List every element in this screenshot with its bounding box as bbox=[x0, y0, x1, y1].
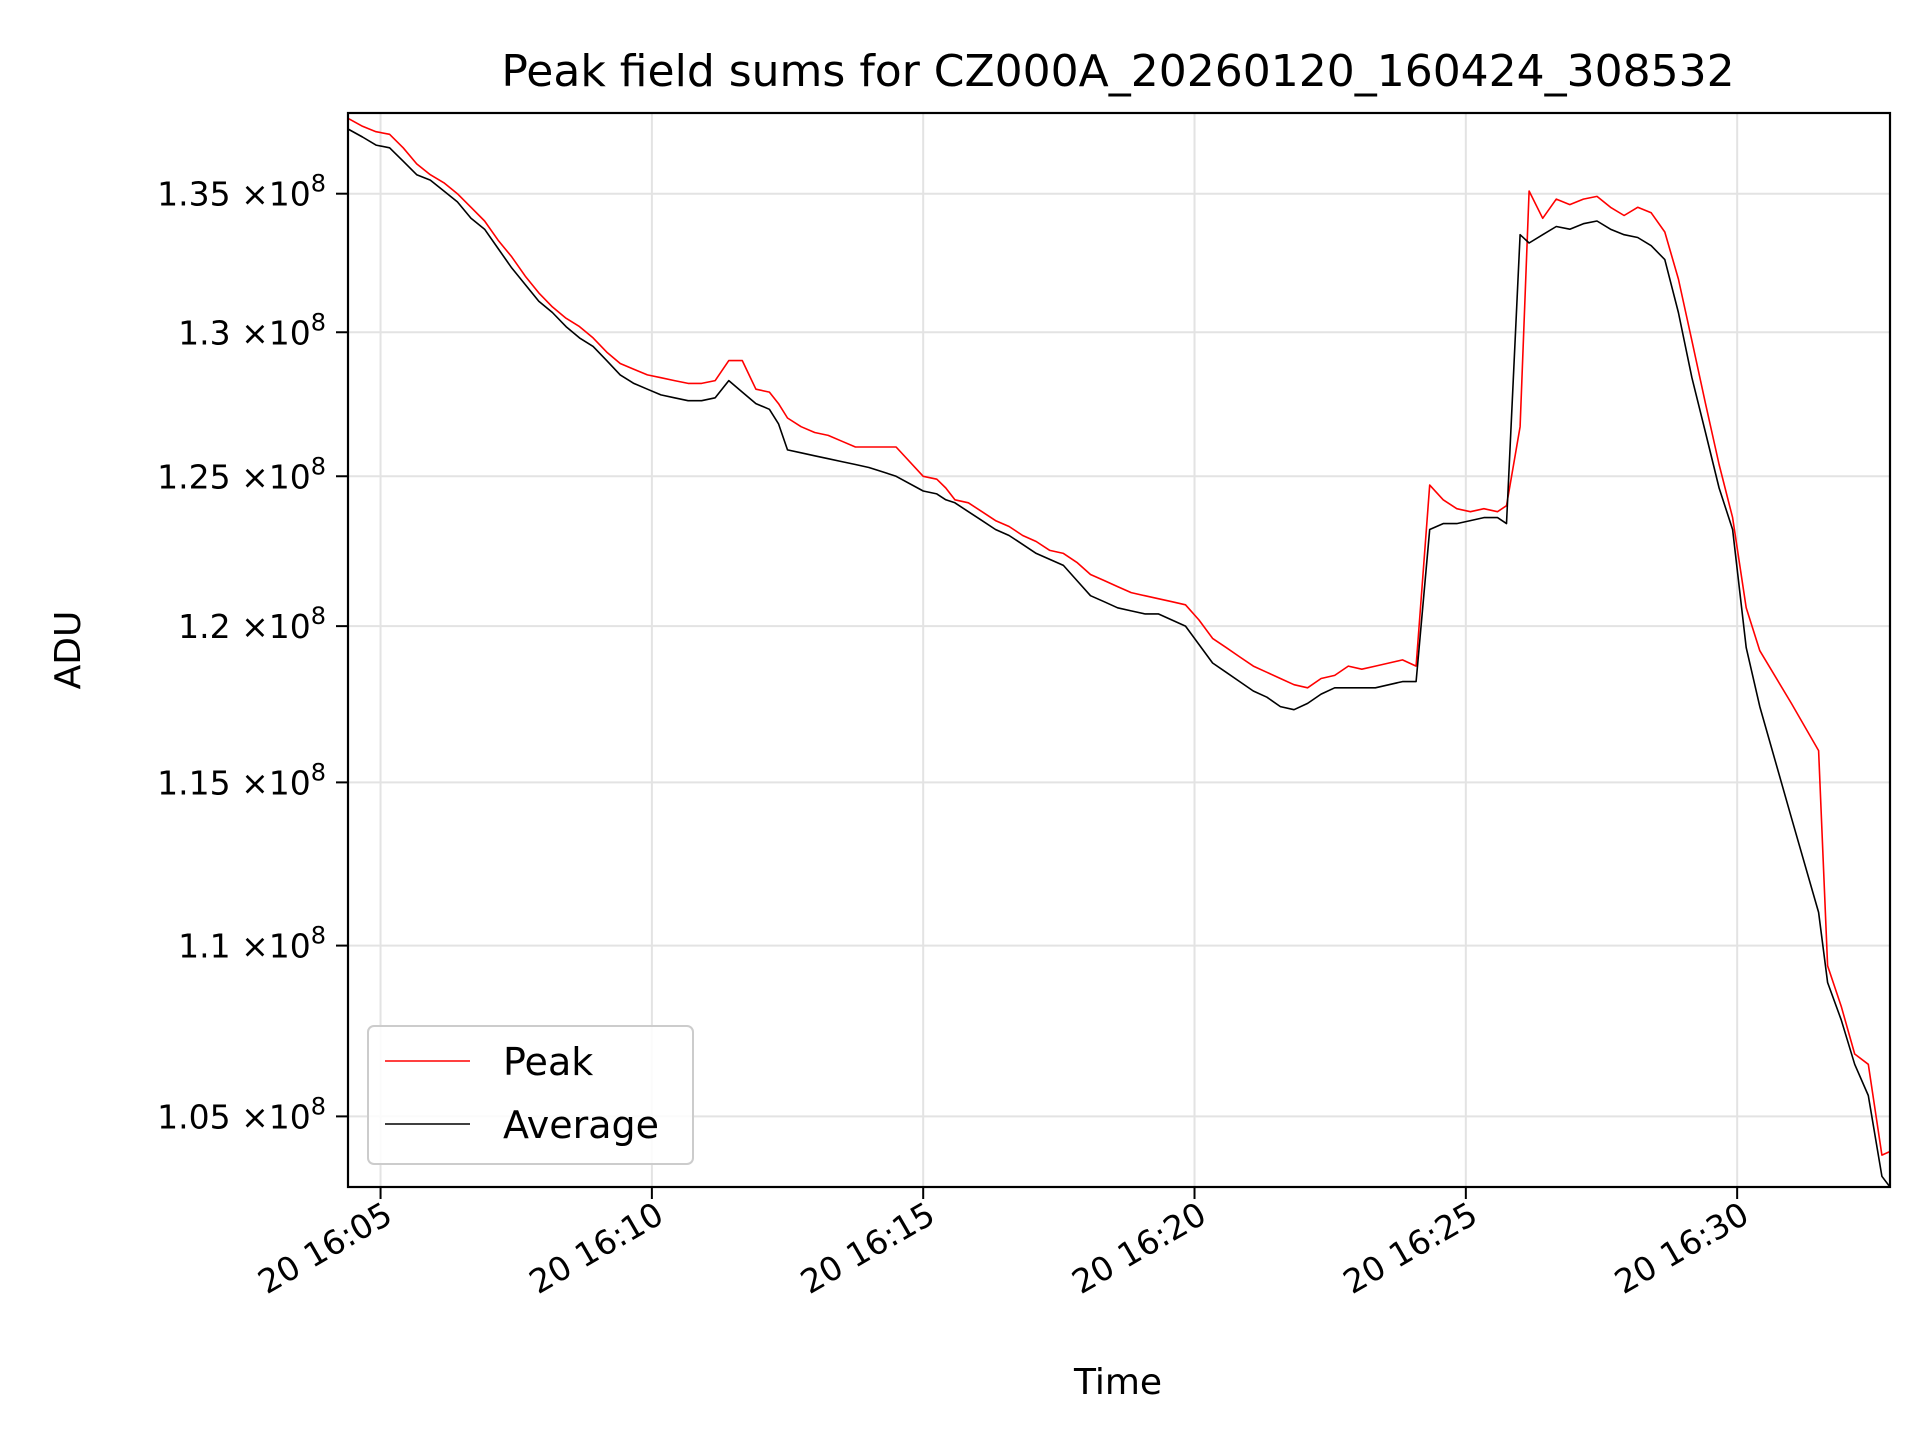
y-tick-label: 1.1 ×108 bbox=[178, 922, 326, 966]
y-axis-label: ADU bbox=[48, 611, 89, 690]
series-layer bbox=[347, 117, 1891, 1188]
legend: Peak Average bbox=[367, 1025, 694, 1165]
y-tick-label: 1.05 ×108 bbox=[157, 1092, 326, 1136]
grid bbox=[348, 113, 1890, 1187]
y-tick-label: 1.15 ×108 bbox=[157, 758, 326, 802]
legend-label-average: Average bbox=[503, 1103, 659, 1147]
series-line-peak bbox=[347, 117, 1891, 1156]
series-line-average bbox=[347, 128, 1891, 1188]
y-tick-label: 1.2 ×108 bbox=[178, 602, 326, 646]
y-tick-label: 1.25 ×108 bbox=[157, 452, 326, 496]
y-tick-label: 1.3 ×108 bbox=[178, 308, 326, 352]
y-tick-label: 1.35 ×108 bbox=[157, 170, 326, 214]
chart-title: Peak field sums for CZ000A_20260120_1604… bbox=[501, 46, 1734, 97]
y-axis: 1.05 ×108 1.1 ×108 1.15 ×108 1.2 ×108 1.25 ×… bbox=[157, 170, 348, 1136]
x-axis-label: Time bbox=[1073, 1362, 1162, 1403]
legend-label-peak: Peak bbox=[503, 1040, 593, 1084]
plot-frame bbox=[346, 111, 1892, 1189]
